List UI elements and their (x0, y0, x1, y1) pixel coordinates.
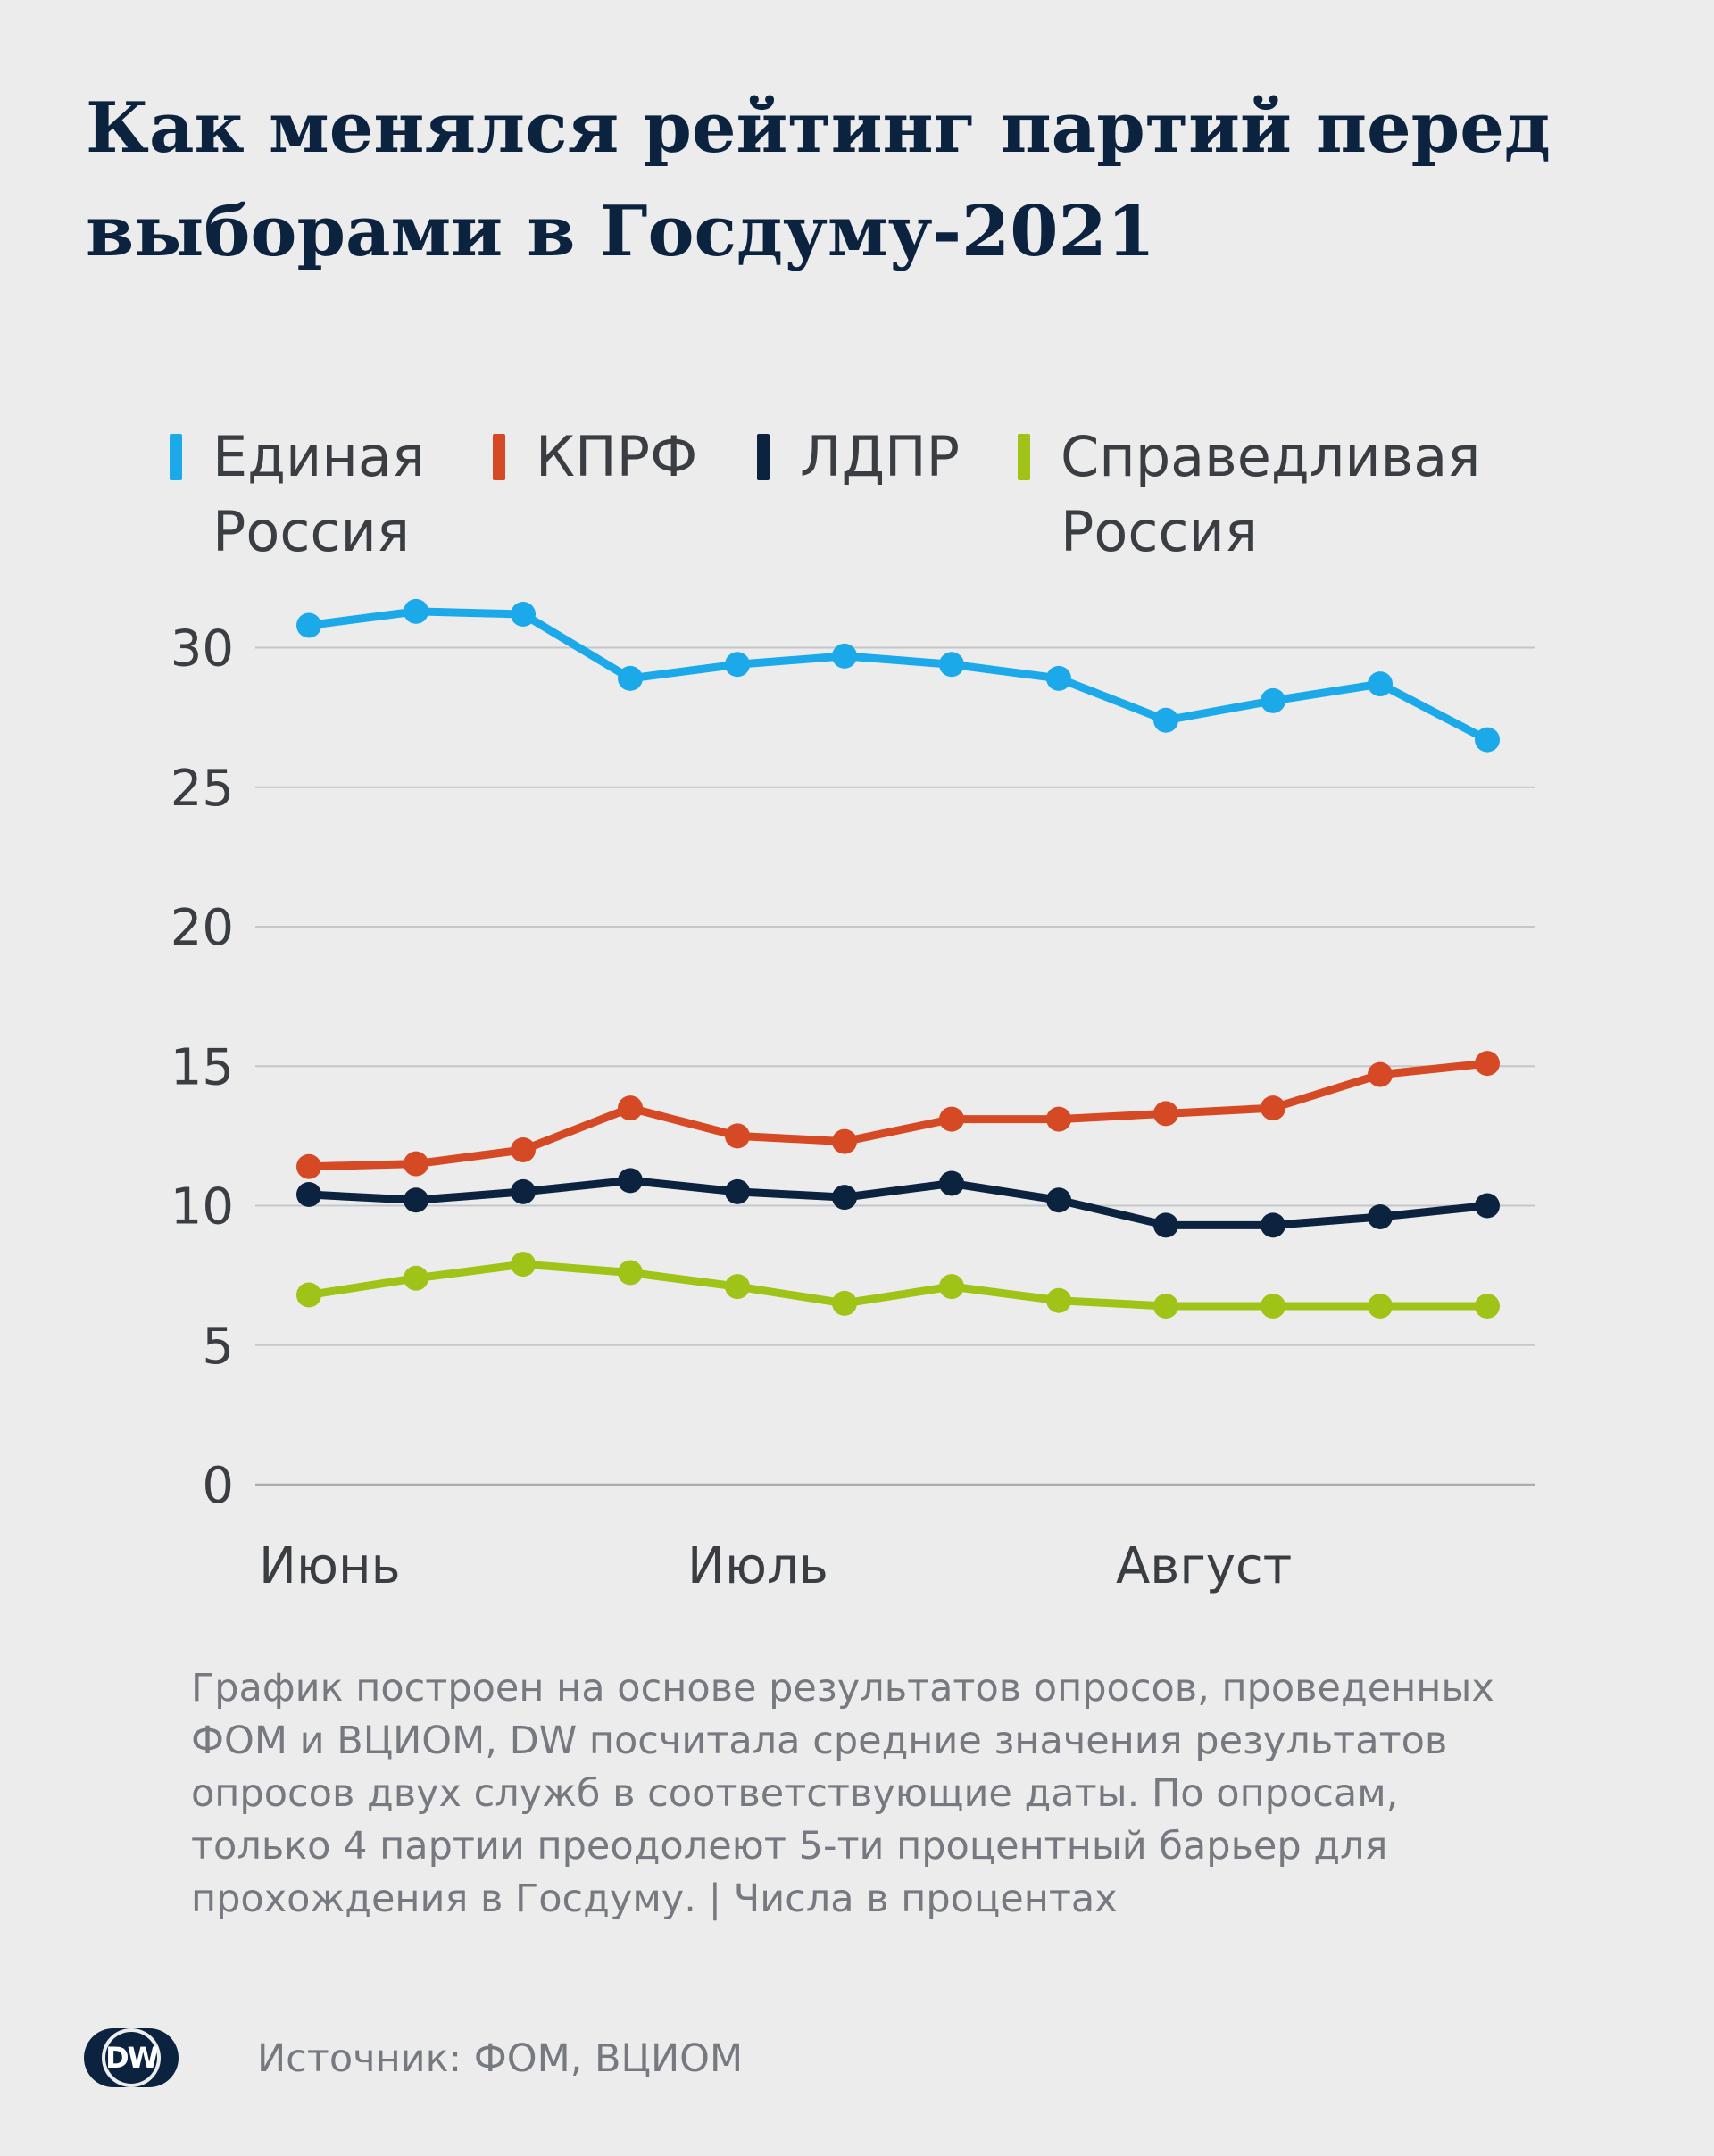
y-axis-ticks: 0 5 10 15 20 25 30 (171, 620, 234, 1516)
dw-logo: DW (84, 2028, 179, 2087)
chart-legend: Единая Россия КПРФ ЛДПР Справедливая Рос… (0, 420, 1714, 580)
x-tick-label: Август (1116, 1537, 1292, 1595)
data-point (404, 1187, 428, 1213)
data-point (618, 1260, 643, 1286)
data-point (1475, 1193, 1500, 1219)
y-tick-label: 5 (202, 1318, 234, 1376)
footer: DW Источник: ФОМ, ВЦИОМ (84, 2019, 1602, 2098)
data-point (1368, 1204, 1393, 1229)
source-credit: Источник: ФОМ, ВЦИОМ (257, 2036, 744, 2081)
data-point (939, 1274, 964, 1300)
chart-note: График построен на основе результатов оп… (191, 1666, 1494, 1921)
data-point (832, 1185, 857, 1211)
x-tick-label: Июль (687, 1537, 828, 1595)
data-point (725, 1274, 750, 1300)
legend-label-kprf: КПРФ (536, 424, 698, 489)
series-0 (296, 598, 1500, 753)
series-lines (296, 598, 1500, 1319)
data-point (939, 1170, 964, 1196)
y-tick-label: 25 (171, 760, 234, 818)
x-tick-label: Июнь (259, 1537, 401, 1595)
y-tick-label: 10 (171, 1178, 234, 1236)
data-point (1046, 1187, 1071, 1213)
y-tick-label: 30 (171, 620, 234, 678)
data-point (511, 1252, 536, 1278)
data-point (511, 1137, 536, 1162)
series-2 (296, 1168, 1500, 1238)
data-point (725, 1123, 750, 1149)
data-point (1261, 1095, 1286, 1121)
data-point (511, 1178, 536, 1204)
data-point (832, 643, 857, 669)
data-point (618, 1168, 643, 1194)
legend-swatch-kprf (493, 434, 505, 480)
line-chart: 0 5 10 15 20 25 30 Июнь Июль Август (171, 598, 1535, 1595)
data-point (511, 602, 536, 627)
data-point (939, 1106, 964, 1132)
legend-swatch-just-russia (1018, 434, 1030, 480)
legend-label-ldpr: ЛДПР (800, 424, 961, 489)
data-point (832, 1128, 857, 1154)
data-point (404, 1151, 428, 1177)
data-point (1153, 1101, 1178, 1127)
y-tick-label: 20 (171, 899, 234, 957)
data-point (296, 1182, 321, 1207)
data-point (1261, 687, 1286, 713)
data-point (296, 612, 321, 638)
data-point (1153, 1294, 1178, 1319)
series-line-3 (304, 1260, 1492, 1311)
data-point (1261, 1294, 1286, 1319)
data-point (1368, 1294, 1393, 1319)
grid-lines (255, 646, 1535, 1486)
data-point (296, 1153, 321, 1179)
data-point (1261, 1212, 1286, 1238)
data-point (618, 665, 643, 691)
legend-swatch-ldpr (757, 434, 770, 480)
dw-logo-text: DW (105, 2041, 159, 2075)
data-point (404, 1265, 428, 1291)
y-tick-label: 0 (202, 1457, 234, 1515)
series-line-0 (304, 607, 1492, 745)
data-point (1368, 671, 1393, 697)
data-point (1046, 1106, 1071, 1132)
legend-label-united-russia: Единая Россия (212, 424, 426, 564)
series-line-2 (304, 1176, 1492, 1229)
data-point (618, 1095, 643, 1121)
data-point (1046, 665, 1071, 691)
series-1 (296, 1051, 1500, 1179)
series-3 (296, 1252, 1500, 1319)
data-point (1368, 1061, 1393, 1087)
data-point (1153, 707, 1178, 733)
data-point (1153, 1212, 1178, 1238)
data-point (939, 652, 964, 678)
data-point (1475, 727, 1500, 753)
data-point (296, 1282, 321, 1308)
legend-label-just-russia: Справедливая Россия (1061, 424, 1481, 564)
legend-swatch-united-russia (170, 434, 182, 480)
y-tick-label: 15 (171, 1038, 234, 1096)
x-axis-ticks: Июнь Июль Август (259, 1537, 1292, 1595)
data-point (404, 598, 428, 624)
data-point (1046, 1287, 1071, 1313)
series-line-1 (304, 1059, 1492, 1171)
data-point (1475, 1051, 1500, 1077)
data-point (725, 1178, 750, 1204)
data-point (832, 1290, 857, 1316)
data-point (1475, 1294, 1500, 1319)
data-point (725, 652, 750, 678)
chart-title: Как менялся рейтинг партий перед выборам… (86, 87, 1551, 272)
